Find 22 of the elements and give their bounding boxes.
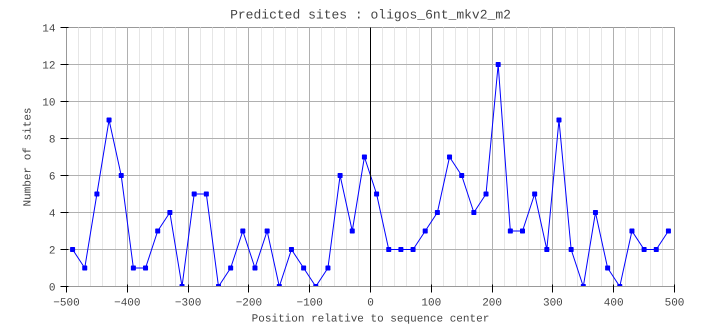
x-tick-label: 200	[482, 298, 502, 310]
y-tick-label: 12	[42, 60, 56, 72]
chart-title: Predicted sites : oligos_6nt_mkv2_m2	[230, 8, 511, 22]
x-tick-label: 100	[421, 298, 442, 310]
x-tick-label: 0	[367, 298, 374, 310]
y-tick-label: 0	[48, 282, 56, 294]
x-tick-label: −100	[296, 298, 323, 310]
x-tick-label: −500	[53, 298, 80, 310]
y-tick-label: 4	[48, 208, 56, 220]
y-tick-label: 6	[48, 172, 56, 184]
x-tick-label: −400	[114, 298, 141, 310]
y-axis-title: Number of sites	[22, 107, 34, 207]
x-tick-label: 400	[604, 298, 624, 310]
y-tick-label: 2	[48, 246, 56, 258]
y-tick-label: 10	[42, 98, 56, 110]
y-tick-label: 14	[42, 24, 56, 36]
x-tick-label: 500	[664, 298, 684, 310]
x-axis-title: Position relative to sequence center	[252, 314, 490, 326]
y-tick-label: 8	[48, 134, 56, 146]
x-tick-label: −200	[236, 298, 262, 310]
x-tick-label: 300	[543, 298, 563, 310]
x-tick-label: −300	[174, 298, 202, 310]
